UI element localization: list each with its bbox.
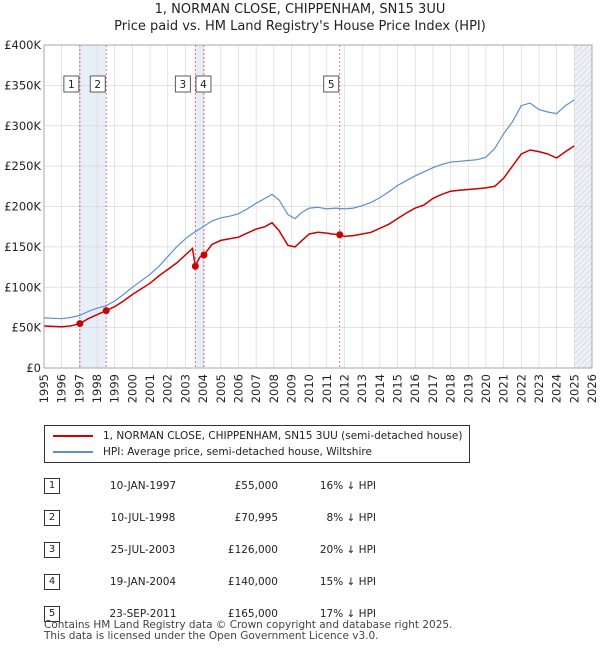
- sale-date: 10-JUL-1998: [110, 512, 176, 524]
- sale-date: 23-SEP-2011: [109, 608, 177, 620]
- footer-line-1: Contains HM Land Registry data © Crown c…: [44, 619, 453, 631]
- sale-label-text: 3: [179, 79, 186, 91]
- x-tick-label: 2026: [585, 374, 599, 403]
- sale-hpi-diff: 15% ↓ HPI: [319, 576, 376, 588]
- x-tick-label: 2022: [514, 374, 528, 403]
- x-tick-label: 2015: [391, 374, 405, 403]
- y-tick-label: £100K: [4, 280, 41, 294]
- sale-label-text: 1: [68, 79, 75, 91]
- sale-point: [336, 231, 344, 239]
- sale-price: £55,000: [234, 480, 278, 492]
- x-tick-label: 2003: [178, 374, 192, 403]
- sale-point: [76, 320, 84, 328]
- x-tick-label: 2012: [338, 374, 352, 403]
- legend-swatch-property: [53, 435, 93, 437]
- sale-date: 25-JUL-2003: [110, 544, 176, 556]
- sale-label-box: [89, 75, 106, 93]
- chart-subtitle: Price paid vs. HM Land Registry's House …: [114, 19, 486, 34]
- y-tick-label: £300K: [4, 119, 41, 133]
- table-row: 4 19-JAN-2004 £140,000 15% ↓ HPI: [44, 566, 376, 598]
- sale-number-badge: 5: [44, 606, 60, 622]
- price-chart: £0 £50K £100K £150K £200K £250K £300K £350K £400…: [4, 38, 599, 403]
- table-row: 3 25-JUL-2003 £126,000 20% ↓ HPI: [44, 534, 376, 566]
- table-row: 5 23-SEP-2011 £165,000 17% ↓ HPI: [44, 598, 376, 630]
- chart-title: 1, NORMAN CLOSE, CHIPPENHAM, SN15 3UU: [154, 2, 446, 17]
- sale-label-text: 2: [94, 79, 101, 91]
- x-tick-label: 2006: [231, 374, 245, 403]
- x-tick-label: 2001: [143, 374, 157, 403]
- x-tick-label: 2005: [214, 374, 228, 403]
- x-tick-label: 2025: [567, 374, 581, 403]
- sale-price: £126,000: [227, 544, 278, 556]
- y-tick-label: £50K: [12, 321, 42, 335]
- sales-table: 1 10-JAN-1997 £55,000 16% ↓ HPI 2 10-JUL…: [44, 470, 376, 630]
- plot-area-frame: [43, 44, 593, 369]
- sale-hpi-diff: 8% ↓ HPI: [326, 512, 376, 524]
- x-tick-label: 2020: [479, 374, 493, 403]
- sale-label-text: 4: [200, 79, 207, 91]
- x-tick-label: 2023: [532, 374, 546, 403]
- x-tick-label: 2019: [461, 374, 475, 403]
- legend-item-property: 1, NORMAN CLOSE, CHIPPENHAM, SN15 3UU (s…: [53, 428, 462, 444]
- hpi-series-line: [43, 99, 575, 320]
- y-tick-label: £250K: [4, 159, 41, 173]
- y-tick-label: £400K: [4, 38, 41, 52]
- x-tick-label: 1997: [72, 374, 86, 403]
- x-tick-label: 2000: [125, 374, 139, 403]
- sale-hpi-diff: 16% ↓ HPI: [319, 480, 376, 492]
- x-tick-label: 2002: [161, 374, 175, 403]
- x-tick-label: 1999: [108, 374, 122, 403]
- sale-date: 10-JAN-1997: [109, 480, 177, 492]
- legend-item-hpi: HPI: Average price, semi-detached house,…: [53, 444, 372, 460]
- legend-swatch-hpi: [53, 451, 93, 453]
- sale-number-badge: 4: [44, 574, 60, 590]
- sale-point: [191, 262, 199, 270]
- x-tick-label: 2024: [550, 374, 564, 403]
- x-tick-label: 2011: [320, 374, 334, 403]
- x-tick-label: 2014: [373, 374, 387, 403]
- table-row: 2 10-JUL-1998 £70,995 8% ↓ HPI: [44, 502, 376, 534]
- table-row: 1 10-JAN-1997 £55,000 16% ↓ HPI: [44, 470, 376, 502]
- sale-hpi-diff: 17% ↓ HPI: [319, 608, 376, 620]
- footer-attribution: Contains HM Land Registry data © Crown c…: [44, 620, 452, 642]
- x-tick-label: 1995: [37, 374, 51, 403]
- sale-label-box: [174, 75, 191, 93]
- sale-label-box: [63, 75, 80, 93]
- x-tick-label: 2010: [302, 374, 316, 403]
- x-tick-label: 2013: [355, 374, 369, 403]
- property-series-line: [43, 145, 575, 328]
- sale-price: £70,995: [234, 512, 278, 524]
- x-tick-label: 2007: [249, 374, 263, 403]
- sale-point: [102, 307, 110, 315]
- y-tick-label: £350K: [4, 78, 41, 92]
- sale-price: £140,000: [227, 576, 278, 588]
- sale-date: 19-JAN-2004: [109, 576, 177, 588]
- legend-label-hpi: HPI: Average price, semi-detached house,…: [103, 446, 372, 458]
- footer-line-2: This data is licensed under the Open Gov…: [44, 630, 379, 642]
- sale-label-text: 5: [328, 79, 335, 91]
- x-tick-label: 2016: [408, 374, 422, 403]
- legend-label-property: 1, NORMAN CLOSE, CHIPPENHAM, SN15 3UU (s…: [103, 430, 463, 442]
- sale-number-badge: 2: [44, 510, 60, 526]
- y-tick-label: £150K: [4, 240, 41, 254]
- sale-point: [200, 251, 208, 259]
- x-tick-label: 2018: [444, 374, 458, 403]
- x-tick-label: 1998: [90, 374, 104, 403]
- x-tick-label: 2021: [497, 374, 511, 403]
- x-tick-label: 1996: [55, 374, 69, 403]
- sale-hpi-diff: 20% ↓ HPI: [319, 544, 376, 556]
- x-tick-label: 2008: [267, 374, 281, 403]
- sale-label-box: [195, 75, 212, 93]
- x-tick-label: 2009: [284, 374, 298, 403]
- y-tick-label: £0: [26, 361, 41, 375]
- sale-price: £165,000: [227, 608, 278, 620]
- sale-number-badge: 3: [44, 542, 60, 558]
- legend: 1, NORMAN CLOSE, CHIPPENHAM, SN15 3UU (s…: [44, 425, 470, 463]
- y-tick-label: £200K: [4, 200, 41, 214]
- x-tick-label: 2004: [196, 374, 210, 403]
- sale-number-badge: 1: [44, 478, 60, 494]
- x-tick-label: 2017: [426, 374, 440, 403]
- sale-label-box: [323, 75, 340, 93]
